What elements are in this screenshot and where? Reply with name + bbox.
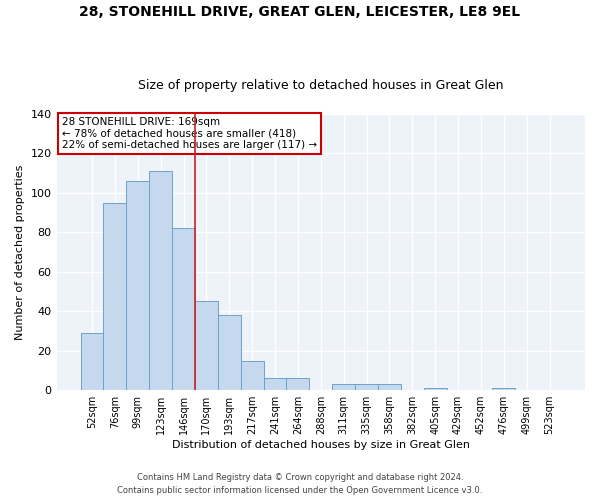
Bar xyxy=(263,378,286,390)
Bar xyxy=(149,171,172,390)
Bar xyxy=(355,384,378,390)
Bar xyxy=(172,228,195,390)
Bar xyxy=(80,333,103,390)
Text: 28 STONEHILL DRIVE: 169sqm
← 78% of detached houses are smaller (418)
22% of sem: 28 STONEHILL DRIVE: 169sqm ← 78% of deta… xyxy=(62,117,317,150)
Bar xyxy=(286,378,310,390)
Text: 28, STONEHILL DRIVE, GREAT GLEN, LEICESTER, LE8 9EL: 28, STONEHILL DRIVE, GREAT GLEN, LEICEST… xyxy=(79,5,521,19)
Y-axis label: Number of detached properties: Number of detached properties xyxy=(15,164,25,340)
Bar xyxy=(241,360,263,390)
Bar xyxy=(103,203,127,390)
X-axis label: Distribution of detached houses by size in Great Glen: Distribution of detached houses by size … xyxy=(172,440,470,450)
Bar xyxy=(332,384,355,390)
Bar xyxy=(424,388,446,390)
Bar xyxy=(195,302,218,390)
Bar xyxy=(218,315,241,390)
Text: Contains HM Land Registry data © Crown copyright and database right 2024.
Contai: Contains HM Land Registry data © Crown c… xyxy=(118,474,482,495)
Bar xyxy=(378,384,401,390)
Bar xyxy=(127,181,149,390)
Bar xyxy=(493,388,515,390)
Title: Size of property relative to detached houses in Great Glen: Size of property relative to detached ho… xyxy=(138,79,503,92)
